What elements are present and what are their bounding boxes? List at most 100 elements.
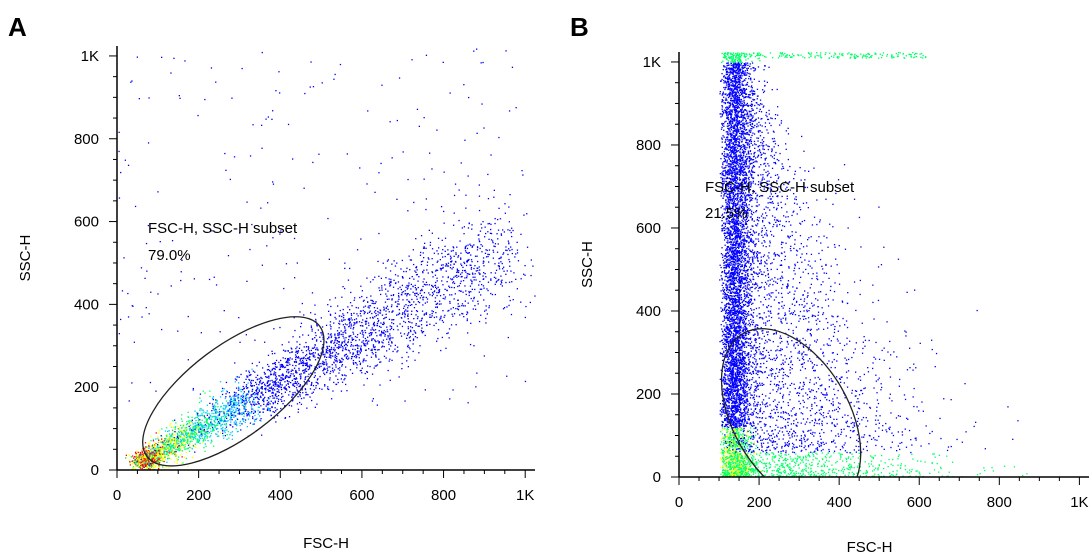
data-point <box>176 458 178 460</box>
data-point <box>218 422 221 424</box>
data-point <box>505 273 507 275</box>
data-point <box>330 326 332 328</box>
data-point <box>229 417 232 419</box>
data-point <box>386 260 389 262</box>
data-point <box>382 262 384 264</box>
data-point <box>248 397 250 399</box>
data-point <box>140 461 142 463</box>
data-point <box>344 323 347 325</box>
data-point <box>532 265 534 267</box>
data-point <box>409 329 412 331</box>
data-point <box>231 438 233 440</box>
data-point <box>734 225 736 227</box>
data-point <box>465 290 467 292</box>
data-point <box>409 277 411 279</box>
data-point <box>503 270 505 272</box>
data-point <box>150 440 152 442</box>
data-point <box>394 344 396 346</box>
data-point <box>436 291 438 294</box>
data-point <box>277 400 279 402</box>
data-point <box>277 381 279 383</box>
data-point <box>530 259 532 261</box>
data-point <box>471 288 473 290</box>
data-point <box>331 367 334 369</box>
data-point <box>269 408 271 410</box>
data-point <box>397 295 400 297</box>
data-point <box>433 324 435 327</box>
data-point <box>282 395 284 398</box>
data-point <box>415 271 417 273</box>
data-point <box>458 270 460 272</box>
data-point <box>214 425 216 427</box>
data-point <box>156 457 158 459</box>
data-point <box>310 353 312 355</box>
data-point <box>154 456 156 458</box>
data-point <box>149 452 151 454</box>
data-point <box>176 440 178 442</box>
data-point <box>412 285 414 288</box>
data-point <box>310 326 313 329</box>
data-point <box>732 369 734 371</box>
data-point <box>155 461 157 463</box>
data-point <box>466 319 468 322</box>
data-point <box>215 417 217 419</box>
data-point <box>425 296 427 299</box>
data-point <box>135 454 138 456</box>
data-point <box>481 103 483 105</box>
data-point <box>351 372 354 374</box>
data-point <box>515 278 517 280</box>
data-point <box>268 365 270 368</box>
data-point <box>326 356 328 358</box>
data-point <box>141 458 144 460</box>
data-point <box>183 427 185 429</box>
data-point <box>409 269 411 271</box>
data-point <box>320 352 322 354</box>
data-point <box>448 253 450 255</box>
data-point <box>228 437 230 439</box>
scatter-points-b <box>719 52 1028 477</box>
data-point <box>131 455 134 457</box>
data-point <box>450 264 452 266</box>
data-point <box>169 438 171 441</box>
data-point <box>215 412 217 415</box>
data-point <box>396 119 398 122</box>
data-point <box>184 448 186 450</box>
data-point <box>287 361 289 363</box>
data-point <box>362 331 364 333</box>
data-point <box>378 342 380 344</box>
data-point <box>376 322 379 325</box>
data-point <box>295 347 297 350</box>
data-point <box>392 323 395 325</box>
data-point <box>269 410 271 412</box>
data-point <box>459 282 462 285</box>
data-point <box>246 387 248 390</box>
data-point <box>281 396 283 398</box>
data-point <box>160 454 162 457</box>
data-point <box>364 344 366 347</box>
data-point <box>236 431 239 433</box>
data-point <box>436 277 438 279</box>
data-point <box>255 389 258 391</box>
data-point <box>217 427 219 430</box>
data-point <box>435 270 437 272</box>
data-point <box>431 315 433 317</box>
data-point <box>733 92 735 94</box>
data-point <box>746 253 749 256</box>
data-point <box>355 339 357 342</box>
data-point <box>730 375 732 377</box>
data-point <box>220 416 223 418</box>
data-point <box>205 432 207 434</box>
data-point <box>293 237 296 240</box>
data-point <box>212 397 214 399</box>
data-point <box>422 285 424 288</box>
data-point <box>177 440 179 442</box>
data-point <box>184 444 186 446</box>
data-point <box>355 357 357 359</box>
data-point <box>234 401 236 403</box>
data-point <box>167 441 169 444</box>
data-point <box>150 456 152 459</box>
data-point <box>198 422 200 425</box>
data-point <box>366 371 369 373</box>
data-point <box>366 339 368 341</box>
data-point <box>173 439 175 442</box>
